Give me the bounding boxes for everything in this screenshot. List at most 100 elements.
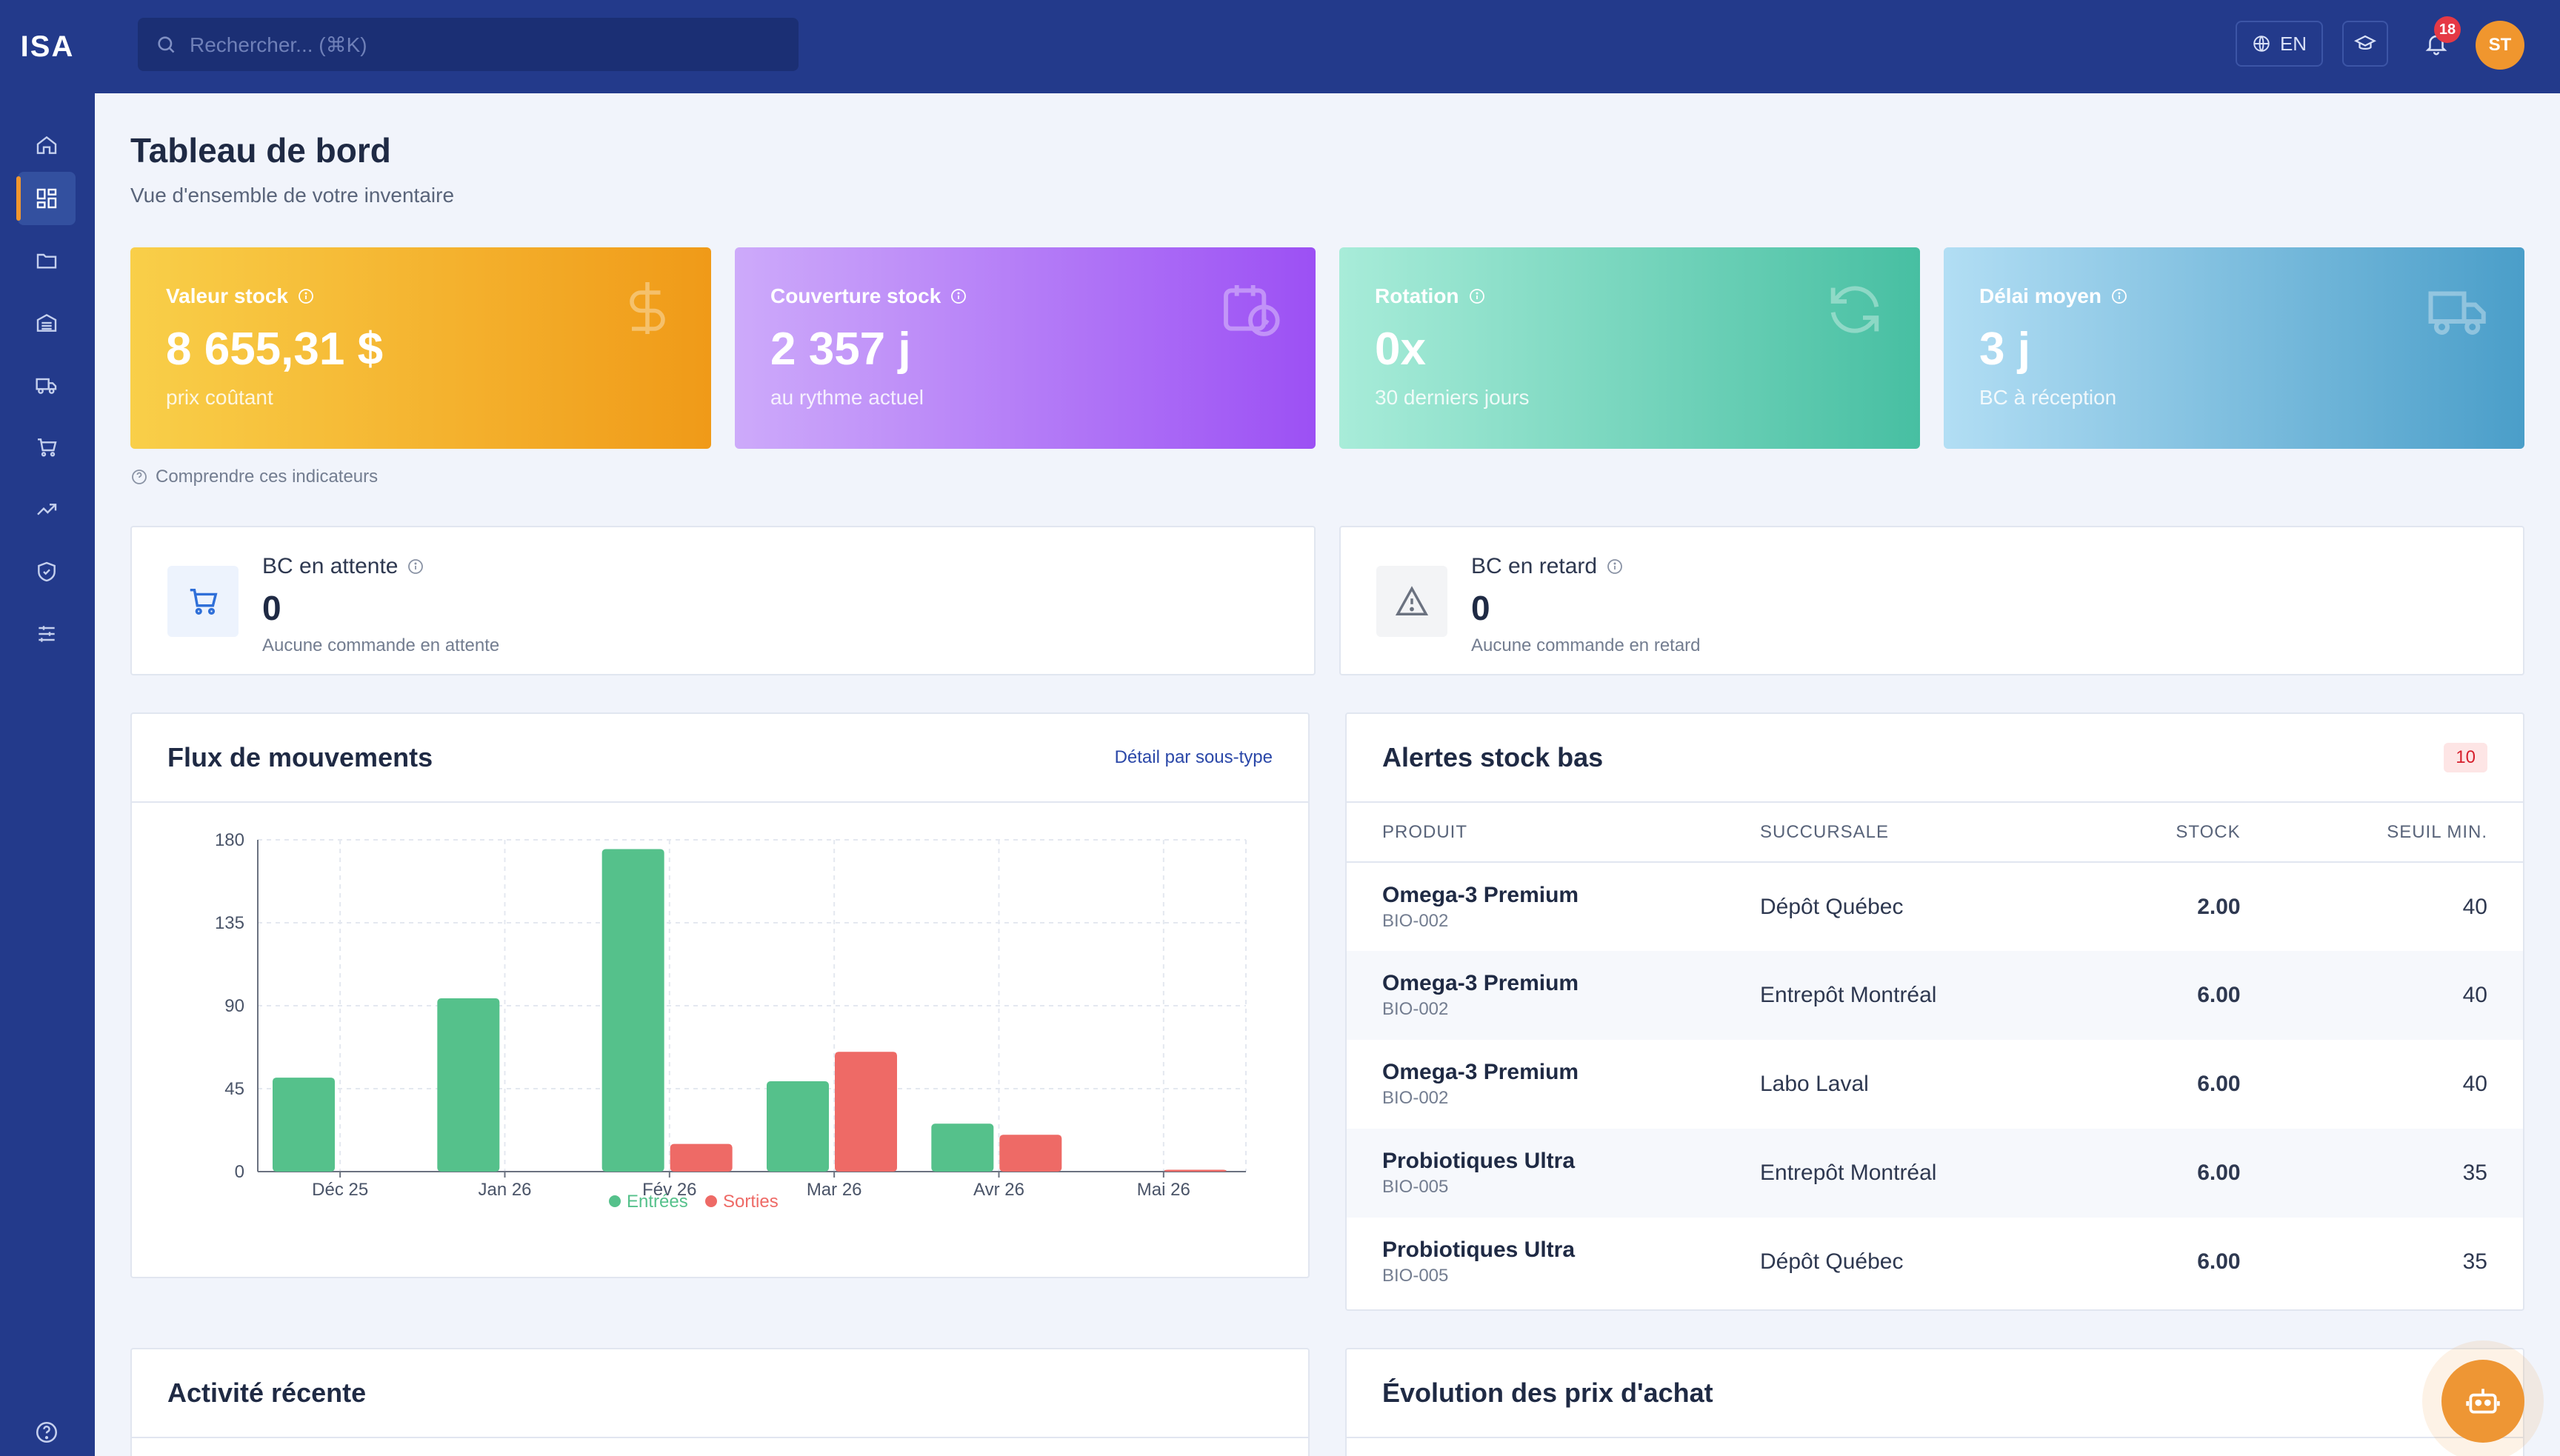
- assistant-button[interactable]: [2441, 1360, 2524, 1443]
- graduation-cap-icon: [2354, 35, 2376, 50]
- sidebar-help[interactable]: [18, 1406, 76, 1456]
- info-icon[interactable]: [297, 287, 315, 305]
- user-avatar[interactable]: ST: [2476, 21, 2524, 70]
- kpi-label: Valeur stock: [166, 284, 288, 307]
- kpi-label: Couverture stock: [770, 284, 941, 307]
- kpi-note: 30 derniers jours: [1375, 386, 1530, 409]
- sidebar: [0, 93, 95, 1456]
- indicators-help-link[interactable]: Comprendre ces indicateurs: [130, 467, 378, 487]
- sidebar-item-security[interactable]: [18, 545, 76, 598]
- legend-label: Sorties: [723, 1192, 779, 1212]
- bar-sorties: [670, 1143, 733, 1172]
- refresh-icon: [1830, 286, 1879, 333]
- table-row[interactable]: Omega-3 Premium BIO-002 Labo Laval 6.00 4…: [1347, 1040, 2523, 1129]
- dollar-icon: [630, 282, 665, 334]
- sidebar-item-orders[interactable]: [18, 421, 76, 474]
- kpi-note: au rythme actuel: [770, 386, 924, 409]
- purchase-price-evolution-card: Évolution des prix d'achat: [1345, 1348, 2524, 1456]
- folder-icon: [36, 253, 57, 269]
- x-tick-label: Mai 26: [1137, 1180, 1190, 1200]
- table-row[interactable]: Omega-3 Premium BIO-002 Dépôt Québec 2.00…: [1347, 862, 2523, 951]
- x-tick-label: Jan 26: [478, 1180, 531, 1200]
- bc-value: 0: [262, 589, 281, 627]
- kpi-value: 2 357 j: [770, 324, 911, 375]
- bar-sorties: [835, 1052, 897, 1172]
- product-sku: BIO-002: [1382, 999, 1449, 1019]
- globe-icon: [2253, 36, 2270, 52]
- table-row[interactable]: Omega-3 Premium BIO-002 Entrepôt Montréal…: [1347, 951, 2523, 1040]
- training-button[interactable]: [2342, 21, 2388, 67]
- table-row[interactable]: Probiotiques Ultra BIO-005 Entrepôt Montr…: [1347, 1129, 2523, 1218]
- stock-cell: 6.00: [2081, 951, 2276, 1040]
- info-icon[interactable]: [950, 287, 967, 305]
- bc-pending-card: BC en attente 0 Aucune commande en atten…: [130, 526, 1316, 675]
- legend-marker: [705, 1195, 717, 1207]
- kpi-note: BC à réception: [1979, 386, 2117, 409]
- sidebar-item-analytics[interactable]: [18, 483, 76, 536]
- page-title: Tableau de bord: [130, 131, 391, 170]
- cart-icon: [167, 566, 239, 637]
- kpi-label: Rotation: [1375, 284, 1459, 307]
- branch-cell: Entrepôt Montréal: [1724, 951, 2081, 1040]
- calendar-clock-icon: [1224, 285, 1280, 336]
- branch-cell: Dépôt Québec: [1760, 1249, 1904, 1274]
- card-title: Flux de mouvements: [167, 742, 433, 772]
- bar-entrees: [437, 998, 500, 1172]
- y-tick-label: 45: [224, 1079, 244, 1099]
- card-title: Alertes stock bas: [1382, 742, 1604, 772]
- bc-value: 0: [1471, 589, 1490, 627]
- sidebar-item-folders[interactable]: [18, 234, 76, 287]
- sidebar-item-warehouses[interactable]: [18, 296, 76, 350]
- notifications-badge: 18: [2434, 16, 2461, 43]
- product-name: Probiotiques Ultra: [1382, 1238, 1576, 1262]
- subtype-detail-link[interactable]: Détail par sous-type: [1114, 747, 1273, 767]
- table-row[interactable]: Probiotiques Ultra BIO-005 Dépôt Québec 6…: [1347, 1218, 2523, 1306]
- app-logo[interactable]: ISA: [20, 30, 75, 63]
- kpi-value: 8 655,31 $: [166, 324, 384, 375]
- column-header: SUCCURSALE: [1724, 803, 2081, 863]
- alerts-count-badge: 10: [2444, 743, 2487, 772]
- low-stock-alerts-card: Alertes stock bas 10 PRODUIT SUCCURSALE …: [1345, 712, 2524, 1311]
- column-header: STOCK: [2081, 803, 2276, 863]
- info-icon[interactable]: [2110, 287, 2128, 305]
- bar-entrees: [601, 849, 664, 1172]
- min-threshold-cell: 40: [2462, 894, 2487, 919]
- search-input[interactable]: Rechercher... (⌘K): [138, 18, 799, 71]
- cart-icon: [38, 438, 57, 457]
- info-icon[interactable]: [1606, 558, 1624, 575]
- kpi-note: prix coûtant: [166, 386, 273, 409]
- y-tick-label: 180: [215, 830, 244, 850]
- language-button[interactable]: EN: [2236, 21, 2323, 67]
- x-tick-label: Avr 26: [973, 1180, 1024, 1200]
- movement-flow-card: Flux de mouvements Détail par sous-type …: [130, 712, 1310, 1278]
- product-name: Omega-3 Premium: [1382, 882, 1579, 907]
- min-threshold-cell: 40: [2276, 951, 2523, 1040]
- min-threshold-cell: 35: [2276, 1129, 2523, 1218]
- info-icon[interactable]: [407, 558, 424, 575]
- product-sku: BIO-005: [1382, 1266, 1449, 1286]
- sidebar-item-home[interactable]: [18, 118, 76, 172]
- branch-cell: Entrepôt Montréal: [1724, 1129, 2081, 1218]
- alerts-table: PRODUIT SUCCURSALE STOCK SEUIL MIN. Omeg…: [1347, 803, 2523, 1306]
- warning-icon: [1376, 566, 1447, 637]
- truck-icon: [36, 378, 57, 394]
- language-label: EN: [2279, 32, 2307, 55]
- info-icon[interactable]: [1468, 287, 1486, 305]
- y-tick-label: 135: [215, 913, 244, 933]
- column-header: PRODUIT: [1347, 803, 1724, 863]
- product-sku: BIO-002: [1382, 1088, 1449, 1108]
- robot-icon: [2466, 1389, 2500, 1414]
- sidebar-item-settings[interactable]: [18, 607, 76, 661]
- sidebar-item-dashboard[interactable]: [16, 172, 76, 225]
- help-link-label: Comprendre ces indicateurs: [156, 467, 379, 487]
- help-circle-icon: [132, 470, 147, 484]
- min-threshold-cell: 35: [2462, 1249, 2487, 1274]
- stock-cell: 6.00: [2081, 1129, 2276, 1218]
- branch-cell: Labo Laval: [1760, 1072, 1869, 1096]
- legend-label: Entrées: [627, 1192, 688, 1212]
- x-tick-label: Mar 26: [807, 1180, 862, 1200]
- warehouse-icon: [36, 313, 57, 332]
- truck-icon: [2428, 291, 2486, 335]
- sidebar-item-deliveries[interactable]: [18, 358, 76, 412]
- recent-activity-card: Activité récente: [130, 1348, 1310, 1456]
